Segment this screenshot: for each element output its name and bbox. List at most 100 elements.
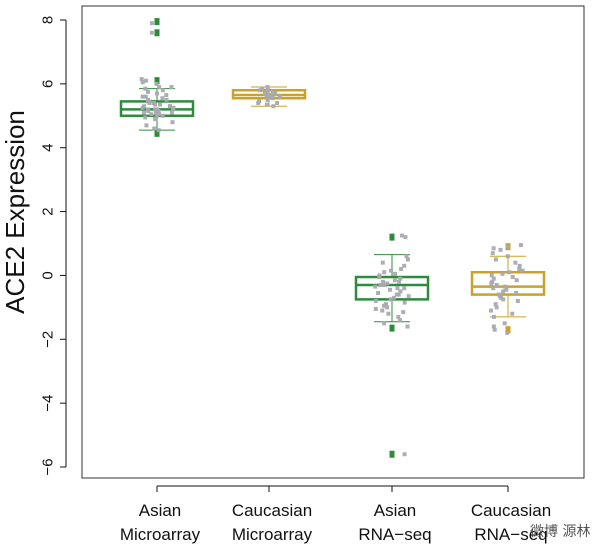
jitter-point <box>382 321 387 326</box>
jitter-point <box>260 86 265 91</box>
x-tick-label: Asian <box>139 501 182 520</box>
jitter-point <box>152 126 157 131</box>
jitter-point <box>501 297 506 302</box>
jitter-point <box>402 452 407 457</box>
jitter-point <box>382 270 387 275</box>
jitter-point <box>510 275 515 280</box>
jitter-point <box>143 94 148 99</box>
jitter-point <box>395 286 400 291</box>
jitter-point <box>373 284 378 289</box>
jitter-point <box>388 297 393 302</box>
jitter-point <box>498 247 503 252</box>
plot-area-frame <box>81 5 585 479</box>
jitter-point <box>405 257 410 262</box>
jitter-point <box>403 235 408 240</box>
jitter-point <box>491 286 496 291</box>
outlier-point <box>389 233 395 241</box>
jitter-point <box>275 101 280 106</box>
jitter-point <box>491 276 496 281</box>
jitter-point <box>158 102 163 107</box>
jitter-point <box>265 85 270 90</box>
outlier-point <box>154 129 160 137</box>
jitter-point <box>378 283 383 288</box>
jitter-point <box>505 330 510 335</box>
box-3 <box>470 243 546 334</box>
jitter-point <box>396 314 401 319</box>
jitter-point <box>153 102 158 107</box>
jitter-point <box>160 113 165 118</box>
jitter-point <box>171 105 176 110</box>
jitter-point <box>156 108 161 113</box>
jitter-point <box>520 268 525 273</box>
jitter-point <box>489 308 494 313</box>
jitter-point <box>385 281 390 286</box>
jitter-point <box>493 302 498 307</box>
x-tick-label: Microarray <box>120 525 201 544</box>
jitter-point <box>142 104 147 109</box>
jitter-point <box>503 284 508 289</box>
jitter-point <box>514 290 519 295</box>
jitter-point <box>149 21 154 26</box>
box-2 <box>354 233 430 458</box>
jitter-point <box>406 294 411 299</box>
jitter-point <box>154 113 159 118</box>
jitter-point <box>143 115 148 120</box>
jitter-point <box>381 283 386 288</box>
jitter-point <box>381 303 386 308</box>
jitter-point <box>489 281 494 286</box>
watermark: 微博 源林 <box>530 523 590 540</box>
boxes-layer <box>119 18 546 458</box>
jitter-point <box>494 283 499 288</box>
jitter-point <box>270 96 275 101</box>
jitter-point <box>387 287 392 292</box>
jitter-point <box>402 263 407 268</box>
jitter-point <box>265 88 270 93</box>
outlier-point <box>154 18 160 26</box>
jitter-point <box>491 314 496 319</box>
jitter-point <box>146 107 151 112</box>
jitter-point <box>405 324 410 329</box>
outlier-point <box>505 326 511 334</box>
jitter-point <box>392 278 397 283</box>
x-axis: Asian Microarray Caucasian Microarray Asian R… <box>120 485 551 544</box>
jitter-point <box>386 311 391 316</box>
jitter-point <box>156 128 161 133</box>
y-tick-label: 6 <box>40 80 57 88</box>
jitter-point <box>143 78 148 83</box>
jitter-point <box>493 257 498 262</box>
jitter-point <box>153 107 158 112</box>
jitter-point <box>140 80 145 85</box>
jitter-point <box>256 101 261 106</box>
jitter-point <box>144 123 149 128</box>
jitter-point <box>157 112 162 117</box>
jitter-point <box>168 104 173 109</box>
jitter-point <box>273 91 278 96</box>
x-tick-label: Caucasian <box>232 501 312 520</box>
jitter-point <box>510 311 515 316</box>
jitter-point <box>505 254 510 259</box>
jitter-point <box>271 104 276 109</box>
jitter-point <box>399 267 404 272</box>
x-tick-label: Caucasian <box>471 501 551 520</box>
jitter-point <box>149 30 154 35</box>
jitter-point <box>501 289 506 294</box>
y-tick-label: −6 <box>40 458 57 475</box>
jitter-point <box>398 276 403 281</box>
jitter-point <box>265 97 270 102</box>
jitter-point <box>146 97 151 102</box>
x-tick-label: Asian <box>374 501 417 520</box>
outlier-point <box>389 324 395 332</box>
jitter-point <box>154 110 159 115</box>
y-tick-label: −4 <box>40 395 57 412</box>
jitter-point <box>518 243 523 248</box>
jitter-point <box>169 110 174 115</box>
jitter-point <box>398 289 403 294</box>
jitter-point <box>517 267 522 272</box>
jitter-point <box>401 310 406 315</box>
jitter-point <box>270 89 275 94</box>
jitter-point <box>380 260 385 265</box>
y-tick-label: 8 <box>40 16 57 24</box>
outlier-point <box>154 77 160 85</box>
jitter-point <box>164 93 169 98</box>
jitter-point <box>373 298 378 303</box>
